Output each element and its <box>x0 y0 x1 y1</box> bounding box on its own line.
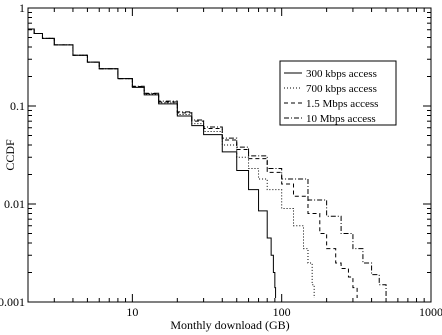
series-line <box>28 28 358 298</box>
x-tick-label: 100 <box>273 305 291 319</box>
y-tick-label: 0.1 <box>10 99 25 113</box>
x-axis-title: Monthly download (GB) <box>170 318 289 332</box>
legend-label: 10 Mbps access <box>306 113 376 125</box>
x-axis-ticks: 10 100 1000 <box>27 8 442 319</box>
y-axis-title: CCDF <box>3 139 17 171</box>
series-line <box>28 28 387 298</box>
x-tick-label: 1000 <box>419 305 442 319</box>
y-tick-label: 0.001 <box>0 295 25 309</box>
series-line <box>28 28 315 298</box>
legend-label: 300 kbps access <box>306 68 377 80</box>
y-axis-ticks: 0.001 0.01 0.1 1 <box>0 1 431 309</box>
legend-label: 1.5 Mbps access <box>306 98 378 110</box>
series-layer <box>28 28 387 298</box>
x-tick-label: 10 <box>126 305 138 319</box>
legend-box <box>279 60 397 126</box>
y-tick-label: 1 <box>19 1 25 15</box>
legend-label: 700 kbps access <box>306 83 377 95</box>
legend: 300 kbps access 700 kbps access 1.5 Mbps a… <box>279 60 397 126</box>
plot-area <box>27 7 432 303</box>
y-tick-label: 0.01 <box>4 197 25 211</box>
